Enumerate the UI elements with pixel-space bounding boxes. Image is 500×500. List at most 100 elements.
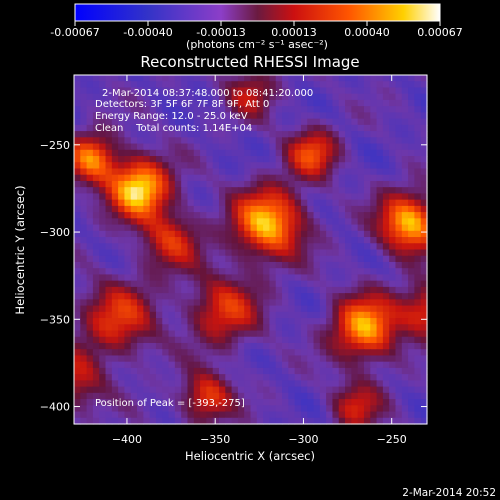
heatmap-cell bbox=[307, 230, 315, 238]
heatmap-cell bbox=[105, 399, 113, 406]
heatmap-cell bbox=[193, 149, 201, 157]
heatmap-cell bbox=[130, 81, 138, 89]
heatmap-cell bbox=[74, 212, 81, 219]
heatmap-cell bbox=[351, 392, 359, 400]
heatmap-cell bbox=[319, 93, 327, 101]
heatmap-cell bbox=[174, 342, 182, 350]
heatmap-cell bbox=[149, 318, 157, 325]
heatmap-cell bbox=[389, 149, 397, 157]
heatmap-cell bbox=[389, 156, 397, 163]
heatmap-cell bbox=[382, 75, 390, 82]
heatmap-cell bbox=[149, 361, 157, 369]
heatmap-cell bbox=[187, 305, 195, 313]
heatmap-cell bbox=[357, 124, 365, 132]
heatmap-cell bbox=[357, 237, 365, 244]
heatmap-cell bbox=[105, 137, 113, 145]
heatmap-cell bbox=[414, 336, 422, 344]
heatmap-cell bbox=[357, 180, 365, 188]
heatmap-cell bbox=[143, 118, 151, 126]
heatmap-cell bbox=[313, 168, 321, 176]
heatmap-cell bbox=[263, 268, 271, 276]
heatmap-cell bbox=[332, 361, 340, 369]
heatmap-cell bbox=[389, 249, 397, 257]
heatmap-cell bbox=[363, 112, 371, 120]
heatmap-cell bbox=[105, 249, 113, 257]
heatmap-cell bbox=[300, 99, 308, 107]
heatmap-cell bbox=[168, 237, 176, 244]
heatmap-cell bbox=[307, 399, 315, 406]
heatmap-cell bbox=[326, 180, 334, 188]
heatmap-cell bbox=[389, 280, 397, 288]
heatmap-cell bbox=[282, 367, 289, 375]
heatmap-cell bbox=[86, 399, 94, 406]
y-tick-label: −300 bbox=[40, 226, 70, 239]
heatmap-cell bbox=[225, 355, 233, 363]
heatmap-cell bbox=[401, 417, 409, 425]
heatmap-cell bbox=[105, 268, 113, 276]
heatmap-cell bbox=[105, 112, 113, 120]
heatmap-cell bbox=[105, 367, 113, 375]
heatmap-cell bbox=[414, 218, 422, 226]
heatmap-cell bbox=[370, 112, 378, 120]
heatmap-cell bbox=[370, 180, 378, 188]
heatmap-cell bbox=[269, 212, 277, 219]
heatmap-cell bbox=[275, 336, 283, 344]
heatmap-cell bbox=[250, 99, 258, 107]
heatmap-cell bbox=[218, 93, 226, 101]
heatmap-cell bbox=[218, 87, 226, 95]
heatmap-cell bbox=[155, 199, 163, 207]
heatmap-cell bbox=[332, 143, 340, 151]
heatmap-cell bbox=[282, 149, 289, 157]
heatmap-cell bbox=[363, 143, 371, 151]
heatmap-cell bbox=[363, 118, 371, 126]
heatmap-cell bbox=[111, 417, 119, 425]
heatmap-cell bbox=[401, 349, 409, 357]
heatmap-cell bbox=[193, 318, 201, 325]
heatmap-cell bbox=[181, 405, 189, 413]
heatmap-cell bbox=[244, 93, 252, 101]
heatmap-cell bbox=[376, 243, 384, 251]
heatmap-cell bbox=[231, 318, 239, 325]
heatmap-cell bbox=[193, 255, 201, 263]
heatmap-cell bbox=[187, 106, 195, 113]
heatmap-cell bbox=[218, 405, 226, 413]
heatmap-cell bbox=[363, 318, 371, 325]
heatmap-cell bbox=[74, 112, 81, 120]
heatmap-cell bbox=[250, 261, 258, 269]
heatmap-cell bbox=[351, 149, 359, 157]
heatmap-cell bbox=[313, 243, 321, 251]
heatmap-cell bbox=[382, 99, 390, 107]
heatmap-cell bbox=[269, 168, 277, 176]
heatmap-cell bbox=[345, 224, 352, 232]
heatmap-cell bbox=[155, 386, 163, 394]
heatmap-cell bbox=[345, 156, 352, 163]
heatmap-cell bbox=[395, 324, 403, 332]
heatmap-cell bbox=[275, 392, 283, 400]
heatmap-cell bbox=[193, 261, 201, 269]
heatmap-cell bbox=[389, 87, 397, 95]
heatmap-cell bbox=[143, 143, 151, 151]
heatmap-cell bbox=[137, 75, 144, 82]
heatmap-cell bbox=[174, 93, 182, 101]
heatmap-cell bbox=[181, 118, 189, 126]
heatmap-cell bbox=[414, 118, 422, 126]
heatmap-cell bbox=[326, 417, 334, 425]
annotation-block: 2-Mar-2014 08:37:48.000 to 08:41:20.000 … bbox=[95, 88, 313, 134]
heatmap-cell bbox=[395, 318, 403, 325]
heatmap-cell bbox=[294, 124, 302, 132]
heatmap-cell bbox=[206, 87, 214, 95]
heatmap-cell bbox=[250, 187, 258, 195]
heatmap-cell bbox=[174, 81, 182, 89]
heatmap-cell bbox=[376, 99, 384, 107]
heatmap-cell bbox=[376, 87, 384, 95]
heatmap-cell bbox=[300, 405, 308, 413]
heatmap-cell bbox=[282, 168, 289, 176]
heatmap-cell bbox=[231, 411, 239, 419]
heatmap-cell bbox=[256, 224, 264, 232]
heatmap-cell bbox=[382, 274, 390, 282]
heatmap-cell bbox=[414, 137, 422, 145]
heatmap-cell bbox=[307, 124, 315, 132]
heatmap-cell bbox=[300, 399, 308, 406]
heatmap-cell bbox=[408, 268, 415, 276]
heatmap-cell bbox=[351, 311, 359, 319]
